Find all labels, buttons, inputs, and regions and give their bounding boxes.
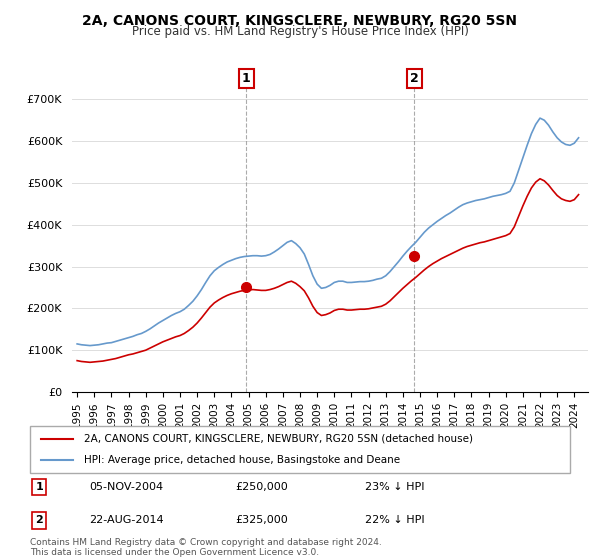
Text: 2A, CANONS COURT, KINGSCLERE, NEWBURY, RG20 5SN (detached house): 2A, CANONS COURT, KINGSCLERE, NEWBURY, R… xyxy=(84,434,473,444)
Text: 2: 2 xyxy=(35,515,43,525)
Text: £325,000: £325,000 xyxy=(235,515,288,525)
Text: 1: 1 xyxy=(242,72,250,85)
Text: 2: 2 xyxy=(410,72,418,85)
Text: 22% ↓ HPI: 22% ↓ HPI xyxy=(365,515,424,525)
Text: 22-AUG-2014: 22-AUG-2014 xyxy=(89,515,164,525)
Text: 2A, CANONS COURT, KINGSCLERE, NEWBURY, RG20 5SN: 2A, CANONS COURT, KINGSCLERE, NEWBURY, R… xyxy=(83,14,517,28)
Text: HPI: Average price, detached house, Basingstoke and Deane: HPI: Average price, detached house, Basi… xyxy=(84,455,400,465)
Text: £250,000: £250,000 xyxy=(235,482,288,492)
FancyBboxPatch shape xyxy=(30,426,570,473)
Text: Price paid vs. HM Land Registry's House Price Index (HPI): Price paid vs. HM Land Registry's House … xyxy=(131,25,469,38)
Text: 05-NOV-2004: 05-NOV-2004 xyxy=(89,482,164,492)
Text: Contains HM Land Registry data © Crown copyright and database right 2024.
This d: Contains HM Land Registry data © Crown c… xyxy=(30,538,382,557)
Text: 1: 1 xyxy=(35,482,43,492)
Text: 23% ↓ HPI: 23% ↓ HPI xyxy=(365,482,424,492)
